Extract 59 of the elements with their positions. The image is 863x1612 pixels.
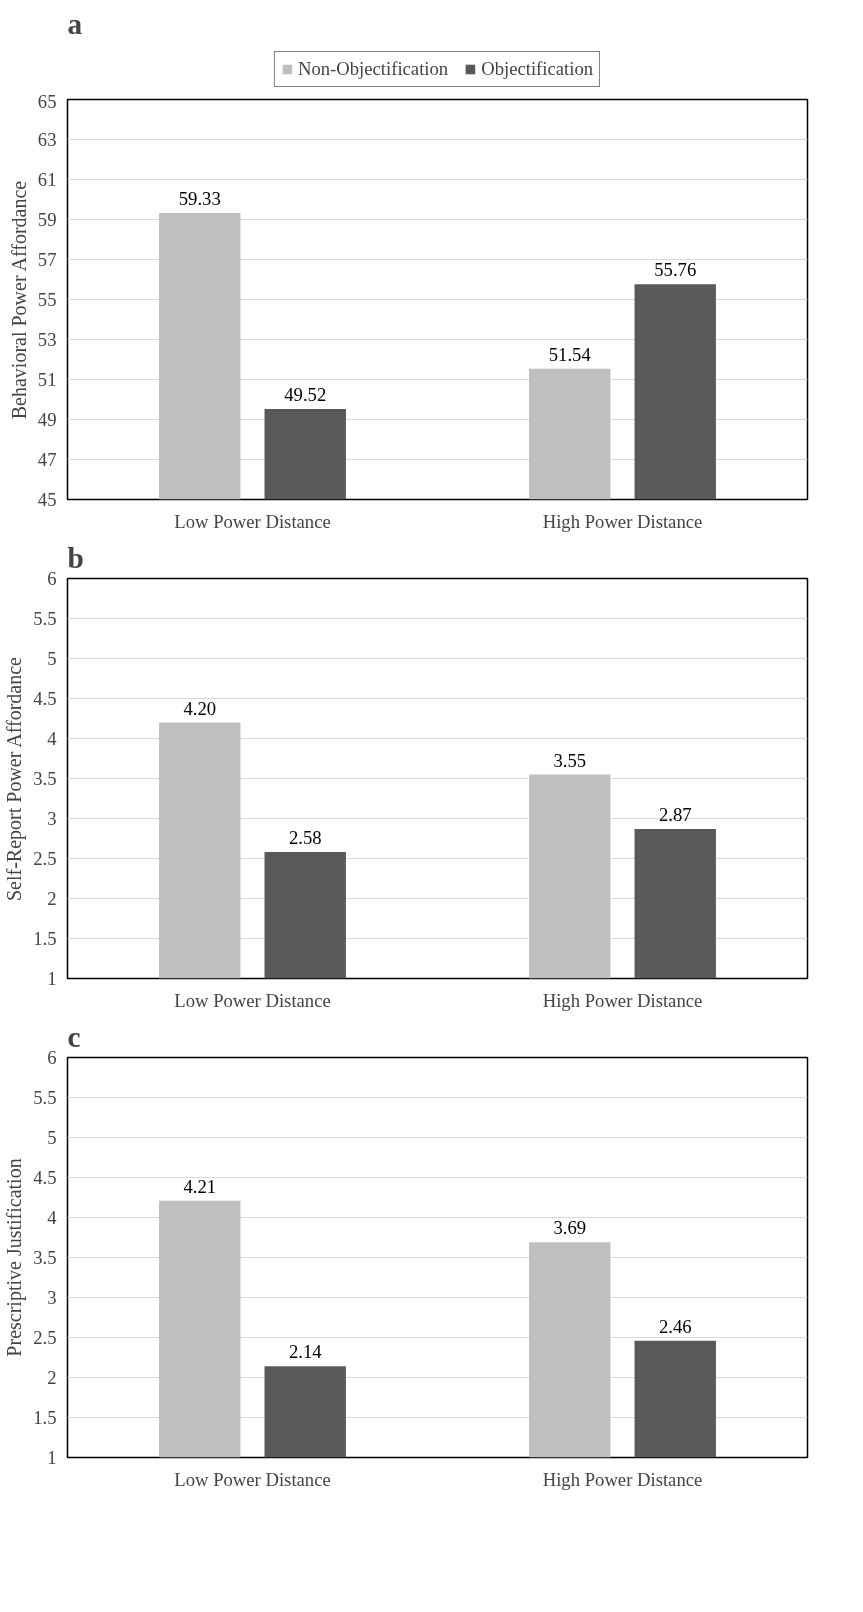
y-tick-label: 5.5 bbox=[33, 1087, 57, 1108]
data-label: 2.58 bbox=[288, 827, 322, 849]
y-axis-title: Prescriptive Justification bbox=[3, 1158, 27, 1357]
y-tick-label: 65 bbox=[37, 90, 57, 112]
x-tick-label: Low Power Distance bbox=[174, 989, 331, 1011]
y-tick-label: 2 bbox=[47, 1367, 57, 1388]
y-tick-label: 6 bbox=[47, 1047, 57, 1068]
data-label: 4.20 bbox=[183, 697, 217, 719]
y-tick-label: 63 bbox=[37, 129, 57, 150]
data-label: 55.76 bbox=[654, 259, 697, 281]
y-axis-title: Self-Report Power Affordance bbox=[3, 656, 27, 902]
data-label: 51.54 bbox=[548, 343, 592, 365]
y-tick-label: 4.5 bbox=[33, 1167, 57, 1188]
y-tick-label: 57 bbox=[37, 249, 57, 270]
y-tick-label: 53 bbox=[37, 329, 57, 350]
y-tick-label: 4 bbox=[47, 728, 58, 749]
data-label: 49.52 bbox=[284, 384, 327, 406]
y-tick-label: 61 bbox=[37, 169, 57, 190]
data-label: 3.69 bbox=[553, 1217, 587, 1239]
y-tick-label: 3.5 bbox=[33, 1247, 57, 1268]
legend-label: Objectification bbox=[481, 58, 594, 80]
data-label: 2.14 bbox=[288, 1341, 323, 1363]
y-tick-label: 49 bbox=[37, 409, 57, 430]
y-tick-label: 55 bbox=[37, 289, 57, 310]
y-tick-label: 45 bbox=[37, 489, 57, 510]
y-tick-label: 1.5 bbox=[33, 1407, 57, 1428]
data-label: 2.87 bbox=[658, 803, 692, 825]
data-label: 2.46 bbox=[658, 1315, 692, 1337]
y-tick-label: 2 bbox=[47, 888, 57, 909]
y-tick-label: 4 bbox=[47, 1207, 58, 1228]
y-tick-label: 3 bbox=[47, 1287, 57, 1308]
y-tick-label: 1.5 bbox=[33, 928, 57, 949]
y-tick-label: 5.5 bbox=[33, 608, 57, 629]
x-tick-label: High Power Distance bbox=[542, 1468, 703, 1490]
y-axis-title: Behavioral Power Affordance bbox=[7, 180, 30, 420]
x-tick-label: Low Power Distance bbox=[174, 1468, 331, 1490]
y-tick-label: 3 bbox=[47, 808, 57, 829]
x-tick-label: Low Power Distance bbox=[174, 510, 331, 532]
data-label: 4.21 bbox=[183, 1175, 217, 1197]
y-tick-label: 47 bbox=[37, 449, 57, 470]
chart-title: a bbox=[67, 7, 83, 40]
x-tick-label: High Power Distance bbox=[542, 510, 703, 532]
y-tick-label: 5 bbox=[47, 648, 57, 669]
y-tick-label: 2.5 bbox=[33, 848, 57, 869]
chart-title: b bbox=[67, 541, 84, 574]
data-label: 59.33 bbox=[178, 187, 221, 209]
y-tick-label: 3.5 bbox=[33, 768, 57, 789]
y-tick-label: 5 bbox=[47, 1127, 57, 1148]
y-tick-label: 51 bbox=[37, 369, 57, 390]
x-tick-label: High Power Distance bbox=[542, 989, 703, 1011]
y-tick-label: 2.5 bbox=[33, 1327, 57, 1348]
chart-title: c bbox=[67, 1020, 81, 1053]
y-tick-label: 1 bbox=[47, 1447, 57, 1468]
y-tick-label: 1 bbox=[47, 968, 57, 989]
y-tick-label: 4.5 bbox=[33, 688, 57, 709]
legend-label: Non-Objectification bbox=[297, 58, 449, 80]
y-tick-label: 6 bbox=[47, 568, 57, 589]
y-tick-label: 59 bbox=[37, 209, 57, 230]
data-label: 3.55 bbox=[553, 749, 587, 771]
